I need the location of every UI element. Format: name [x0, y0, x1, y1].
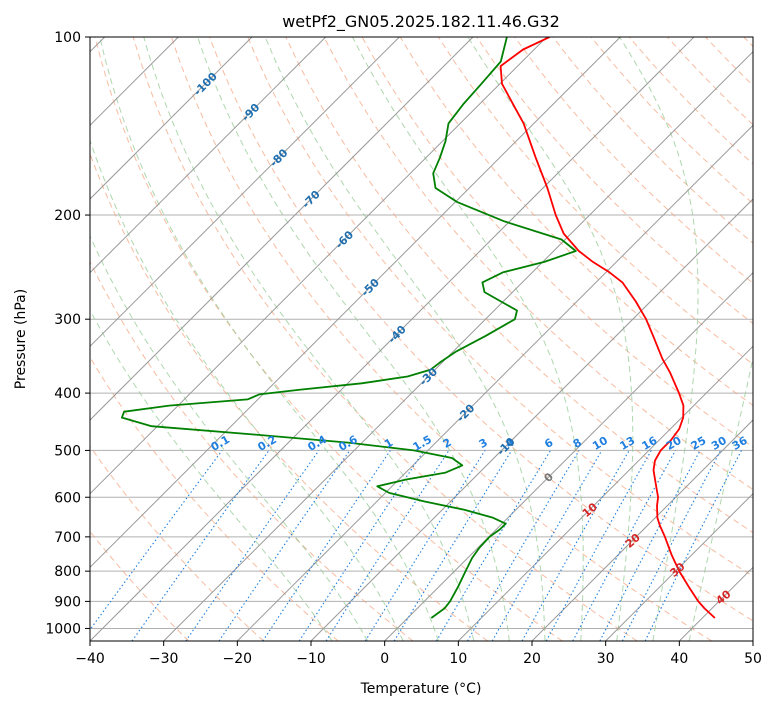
dry-adiabat-line: [515, 37, 775, 641]
mixing-ratio-line: [365, 450, 485, 641]
mixing-ratio-label: 2: [441, 436, 454, 451]
moist-adiabat-line: [3, 37, 332, 641]
mixing-ratio-line: [600, 450, 700, 641]
moist-adiabat-line: [468, 37, 633, 641]
isotherm-line: [679, 37, 775, 641]
moist-adiabat-line: [689, 37, 775, 641]
mixing-ratio-line: [82, 450, 222, 641]
dewpoint-profile-line: [122, 37, 576, 618]
x-tick-label: −20: [223, 651, 253, 667]
moist-adiabat-line: [31, 37, 367, 641]
x-tick-label: 40: [670, 651, 688, 667]
x-tick-label: −30: [149, 651, 179, 667]
dry-adiabat-line: [553, 37, 775, 641]
isotherm-label: -50: [359, 276, 382, 299]
y-tick-label: 200: [54, 208, 81, 224]
dry-adiabat-line: [744, 37, 775, 641]
isotherm-line: [753, 37, 775, 641]
dry-adiabat-line: [706, 37, 775, 641]
mixing-ratio-label: 3: [477, 436, 490, 451]
x-tick-label: 50: [744, 651, 762, 667]
y-axis-label: Pressure (hPa): [13, 289, 29, 389]
mixing-ratio-line: [326, 450, 449, 641]
chart-title: wetPf2_GN05.2025.182.11.46.G32: [282, 12, 560, 32]
isotherm-line: [0, 37, 326, 641]
isotherm-line: [0, 37, 547, 641]
mixing-ratio-label: 6: [542, 436, 555, 451]
mixing-ratio-line: [522, 450, 629, 641]
isotherm-label: -20: [454, 401, 477, 424]
dry-adiabat-line: [0, 37, 264, 641]
dry-adiabat-line: [133, 37, 637, 641]
x-tick-label: −10: [296, 651, 326, 667]
profile-series: [122, 37, 715, 618]
isotherm-label: -100: [191, 70, 220, 99]
y-tick-label: 800: [54, 564, 81, 580]
y-tick-label: 900: [54, 594, 81, 610]
x-tick-label: 0: [380, 651, 389, 667]
y-tick-label: 100: [54, 30, 81, 46]
y-tick-label: 300: [54, 312, 81, 328]
x-tick-label: 30: [597, 651, 615, 667]
x-axis-label: Temperature (°C): [360, 681, 482, 697]
x-tick-label: −40: [75, 651, 105, 667]
isotherm-line: [16, 37, 620, 641]
y-tick-label: 1000: [45, 621, 81, 637]
mixing-ratio-line: [219, 450, 350, 641]
isotherm-line: [311, 37, 775, 641]
isotherm-label: -90: [239, 101, 262, 124]
dry-adiabat-line: [591, 37, 775, 641]
y-tick-label: 700: [54, 530, 81, 546]
x-tick-label: 10: [449, 651, 467, 667]
y-tick-label: 600: [54, 490, 81, 506]
moist-adiabat-line: [63, 37, 403, 641]
dry-adiabat-line: [667, 37, 775, 641]
dry-adiabat-line: [19, 37, 413, 641]
x-tick-label: 20: [523, 651, 541, 667]
plot-area: 0.1 0.2 0.4 0.6 1 1.5 2 3 4 6 8 10 13 16 20 25 30 36-100-…: [0, 37, 775, 641]
isotherm-label: -80: [267, 146, 290, 169]
isotherm-line: [164, 37, 768, 641]
dry-adiabat-line: [0, 37, 338, 641]
dry-adiabat-line: [57, 37, 488, 641]
isotherm-line: [0, 37, 399, 641]
isotherm-line: [458, 37, 775, 641]
pressure-grid: [90, 37, 753, 628]
isotherm-line: [385, 37, 775, 641]
y-tick-label: 400: [54, 386, 81, 402]
dry-adiabat-line: [438, 37, 775, 641]
mixing-ratio-line: [263, 450, 391, 641]
y-tick-label: 500: [54, 443, 81, 459]
mixing-ratio-line: [573, 450, 676, 641]
mixing-ratio-line: [436, 450, 550, 641]
